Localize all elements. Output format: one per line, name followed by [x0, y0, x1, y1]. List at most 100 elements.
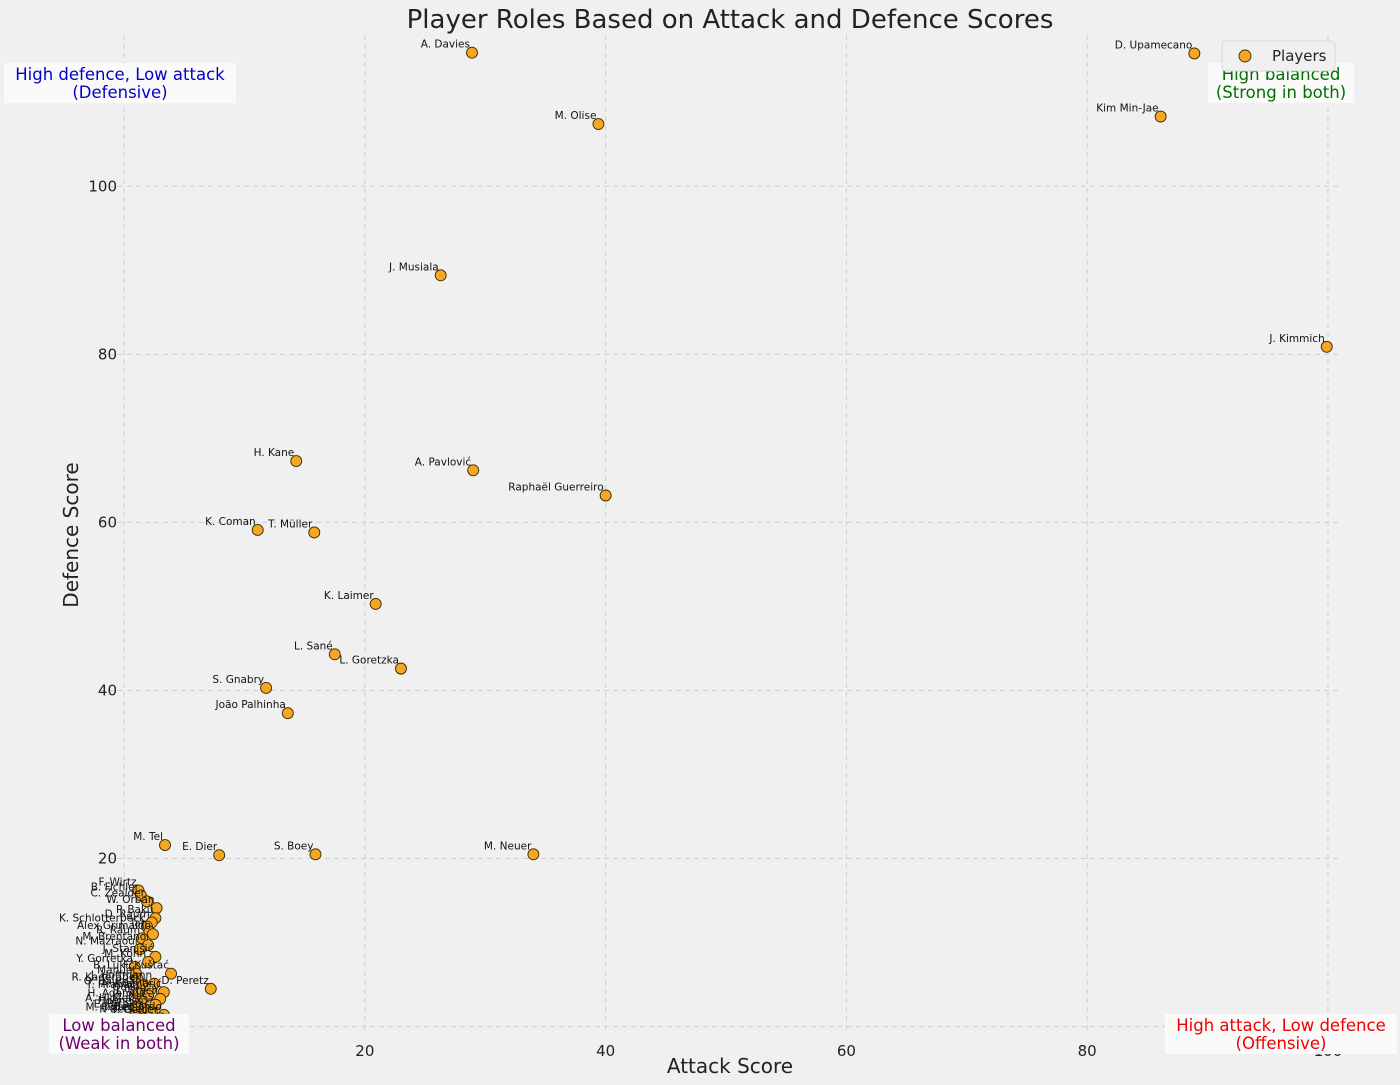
quadrant-label-line: (Offensive) — [1236, 1034, 1327, 1053]
point-label: H. Adamu — [88, 987, 139, 999]
point-label: L. Goretzka — [339, 655, 399, 667]
data-point — [141, 895, 153, 908]
point-label: K. Laimer — [324, 590, 374, 602]
data-point — [165, 967, 177, 980]
data-point — [434, 269, 447, 282]
point-label: S. Gnabry — [212, 674, 264, 686]
point-label: M. Tel — [133, 831, 163, 843]
point-label: O. Baumann — [84, 976, 149, 988]
point-label: Odilon — [112, 982, 146, 994]
y-tick-label: 100 — [88, 177, 117, 195]
legend-label: Players — [1272, 47, 1327, 65]
grid-lines — [100, 35, 1340, 1035]
point-label: F. Becker — [99, 1003, 147, 1015]
point-label: Manuel — [97, 965, 135, 977]
point-label: A. Davies — [421, 39, 470, 51]
data-point — [260, 681, 273, 694]
quadrant-label-line: High attack, Low defence — [1176, 1016, 1385, 1035]
point-label: P. Bakù — [116, 904, 153, 916]
data-point — [1188, 47, 1201, 60]
data-point — [142, 955, 155, 968]
data-point — [213, 849, 226, 862]
point-label: M. Olise — [555, 110, 597, 122]
x-tick-label: 80 — [1078, 1042, 1097, 1060]
point-label: J. Musiala — [388, 261, 439, 273]
legend-marker — [1238, 49, 1252, 63]
data-point — [204, 982, 217, 995]
quadrant-label-box — [1165, 1014, 1397, 1054]
quadrant-label-box — [49, 1014, 189, 1054]
y-tick-label: 80 — [98, 345, 117, 363]
quadrant-label-line: (Defensive) — [72, 83, 167, 102]
point-label: J. Tah — [119, 918, 148, 930]
quadrant-label-line: (Weak in both) — [58, 1034, 179, 1053]
point-label: M. Köhn — [104, 948, 146, 960]
point-label: J. Bernardo — [103, 1001, 162, 1013]
y-axis-label: Defence Score — [59, 462, 83, 607]
y-tick-label: 40 — [98, 681, 117, 699]
data-point — [467, 464, 480, 477]
point-label: S. Boey — [274, 840, 314, 852]
point-label: W. Orban — [106, 894, 154, 906]
data-point — [147, 928, 159, 941]
point-label: L. Stach — [116, 985, 158, 997]
legend: Players — [1221, 40, 1336, 72]
point-label: J. Stanišić — [102, 943, 154, 955]
point-label: C. Zeaider — [90, 887, 145, 899]
data-point — [251, 524, 264, 536]
point-label: A. Kramarić — [101, 978, 162, 990]
x-tick-label: 40 — [596, 1042, 615, 1060]
point-label: K. Prass — [112, 991, 153, 1003]
quadrant-label-line: Low balanced — [62, 1016, 175, 1035]
point-label: M. Bülter — [86, 1002, 134, 1014]
point-label: Alex Grimaldo — [77, 920, 151, 932]
point-label: F. Wirtz — [98, 876, 137, 888]
data-point — [395, 662, 407, 675]
point-label: João Palhinha — [215, 699, 286, 711]
point-label: A. Hložek — [85, 992, 135, 1004]
point-label: M. Brentano — [82, 931, 146, 943]
point-labels: A. Davies D. Upamecano M. Olise Kim Min-Jae… — [59, 39, 1325, 1017]
data-point — [281, 707, 294, 720]
data-point — [328, 648, 341, 661]
point-label: K. Schlotterbeck — [59, 913, 146, 925]
point-label: R. Kaderábek — [72, 971, 143, 983]
point-label: Kim Min-Jae — [1096, 103, 1158, 115]
point-label: E. Bičakčić — [94, 998, 150, 1010]
data-point — [527, 848, 540, 861]
data-point — [599, 489, 612, 502]
point-label: M. Neuer — [484, 840, 532, 852]
data-point — [290, 455, 303, 468]
point-label: B. Lukić — [93, 960, 134, 972]
point-label: J. Kimmich — [1268, 333, 1324, 345]
data-point — [308, 526, 321, 539]
point-label: D. Upamecano — [1115, 39, 1193, 51]
point-label: R. Raum — [96, 924, 140, 936]
quadrant-label-line: High defence, Low attack — [15, 65, 225, 84]
quadrant-labels: High defence, Low attack(Defensive) High … — [4, 63, 1397, 1054]
data-points — [128, 46, 1333, 1025]
data-point — [1320, 340, 1333, 353]
legend-box — [1221, 40, 1336, 72]
quadrant-label-box — [4, 63, 236, 103]
data-point — [592, 118, 605, 131]
point-label: T. Geiger — [110, 1004, 158, 1016]
point-label: A. Pavlović — [415, 456, 472, 468]
point-label: N. Mazraoui — [75, 935, 137, 947]
data-point — [369, 597, 382, 610]
point-label: T. Müller — [267, 518, 313, 530]
point-label: E. Dier — [182, 841, 218, 853]
point-label: K. Coman — [205, 516, 256, 528]
y-axis-ticks: 20 40 60 80 100 — [88, 177, 117, 867]
data-point — [1154, 110, 1167, 123]
point-label: T. Hranáč — [85, 979, 136, 991]
point-label: J. Hoffmann — [90, 970, 152, 982]
data-point — [309, 848, 322, 861]
chart-title: Player Roles Based on Attack and Defence… — [407, 5, 1054, 35]
x-tick-label: 20 — [355, 1042, 374, 1060]
x-axis-label: Attack Score — [667, 1054, 793, 1078]
data-point — [159, 839, 171, 852]
y-tick-label: 20 — [98, 850, 117, 868]
y-tick-label: 60 — [98, 513, 117, 531]
